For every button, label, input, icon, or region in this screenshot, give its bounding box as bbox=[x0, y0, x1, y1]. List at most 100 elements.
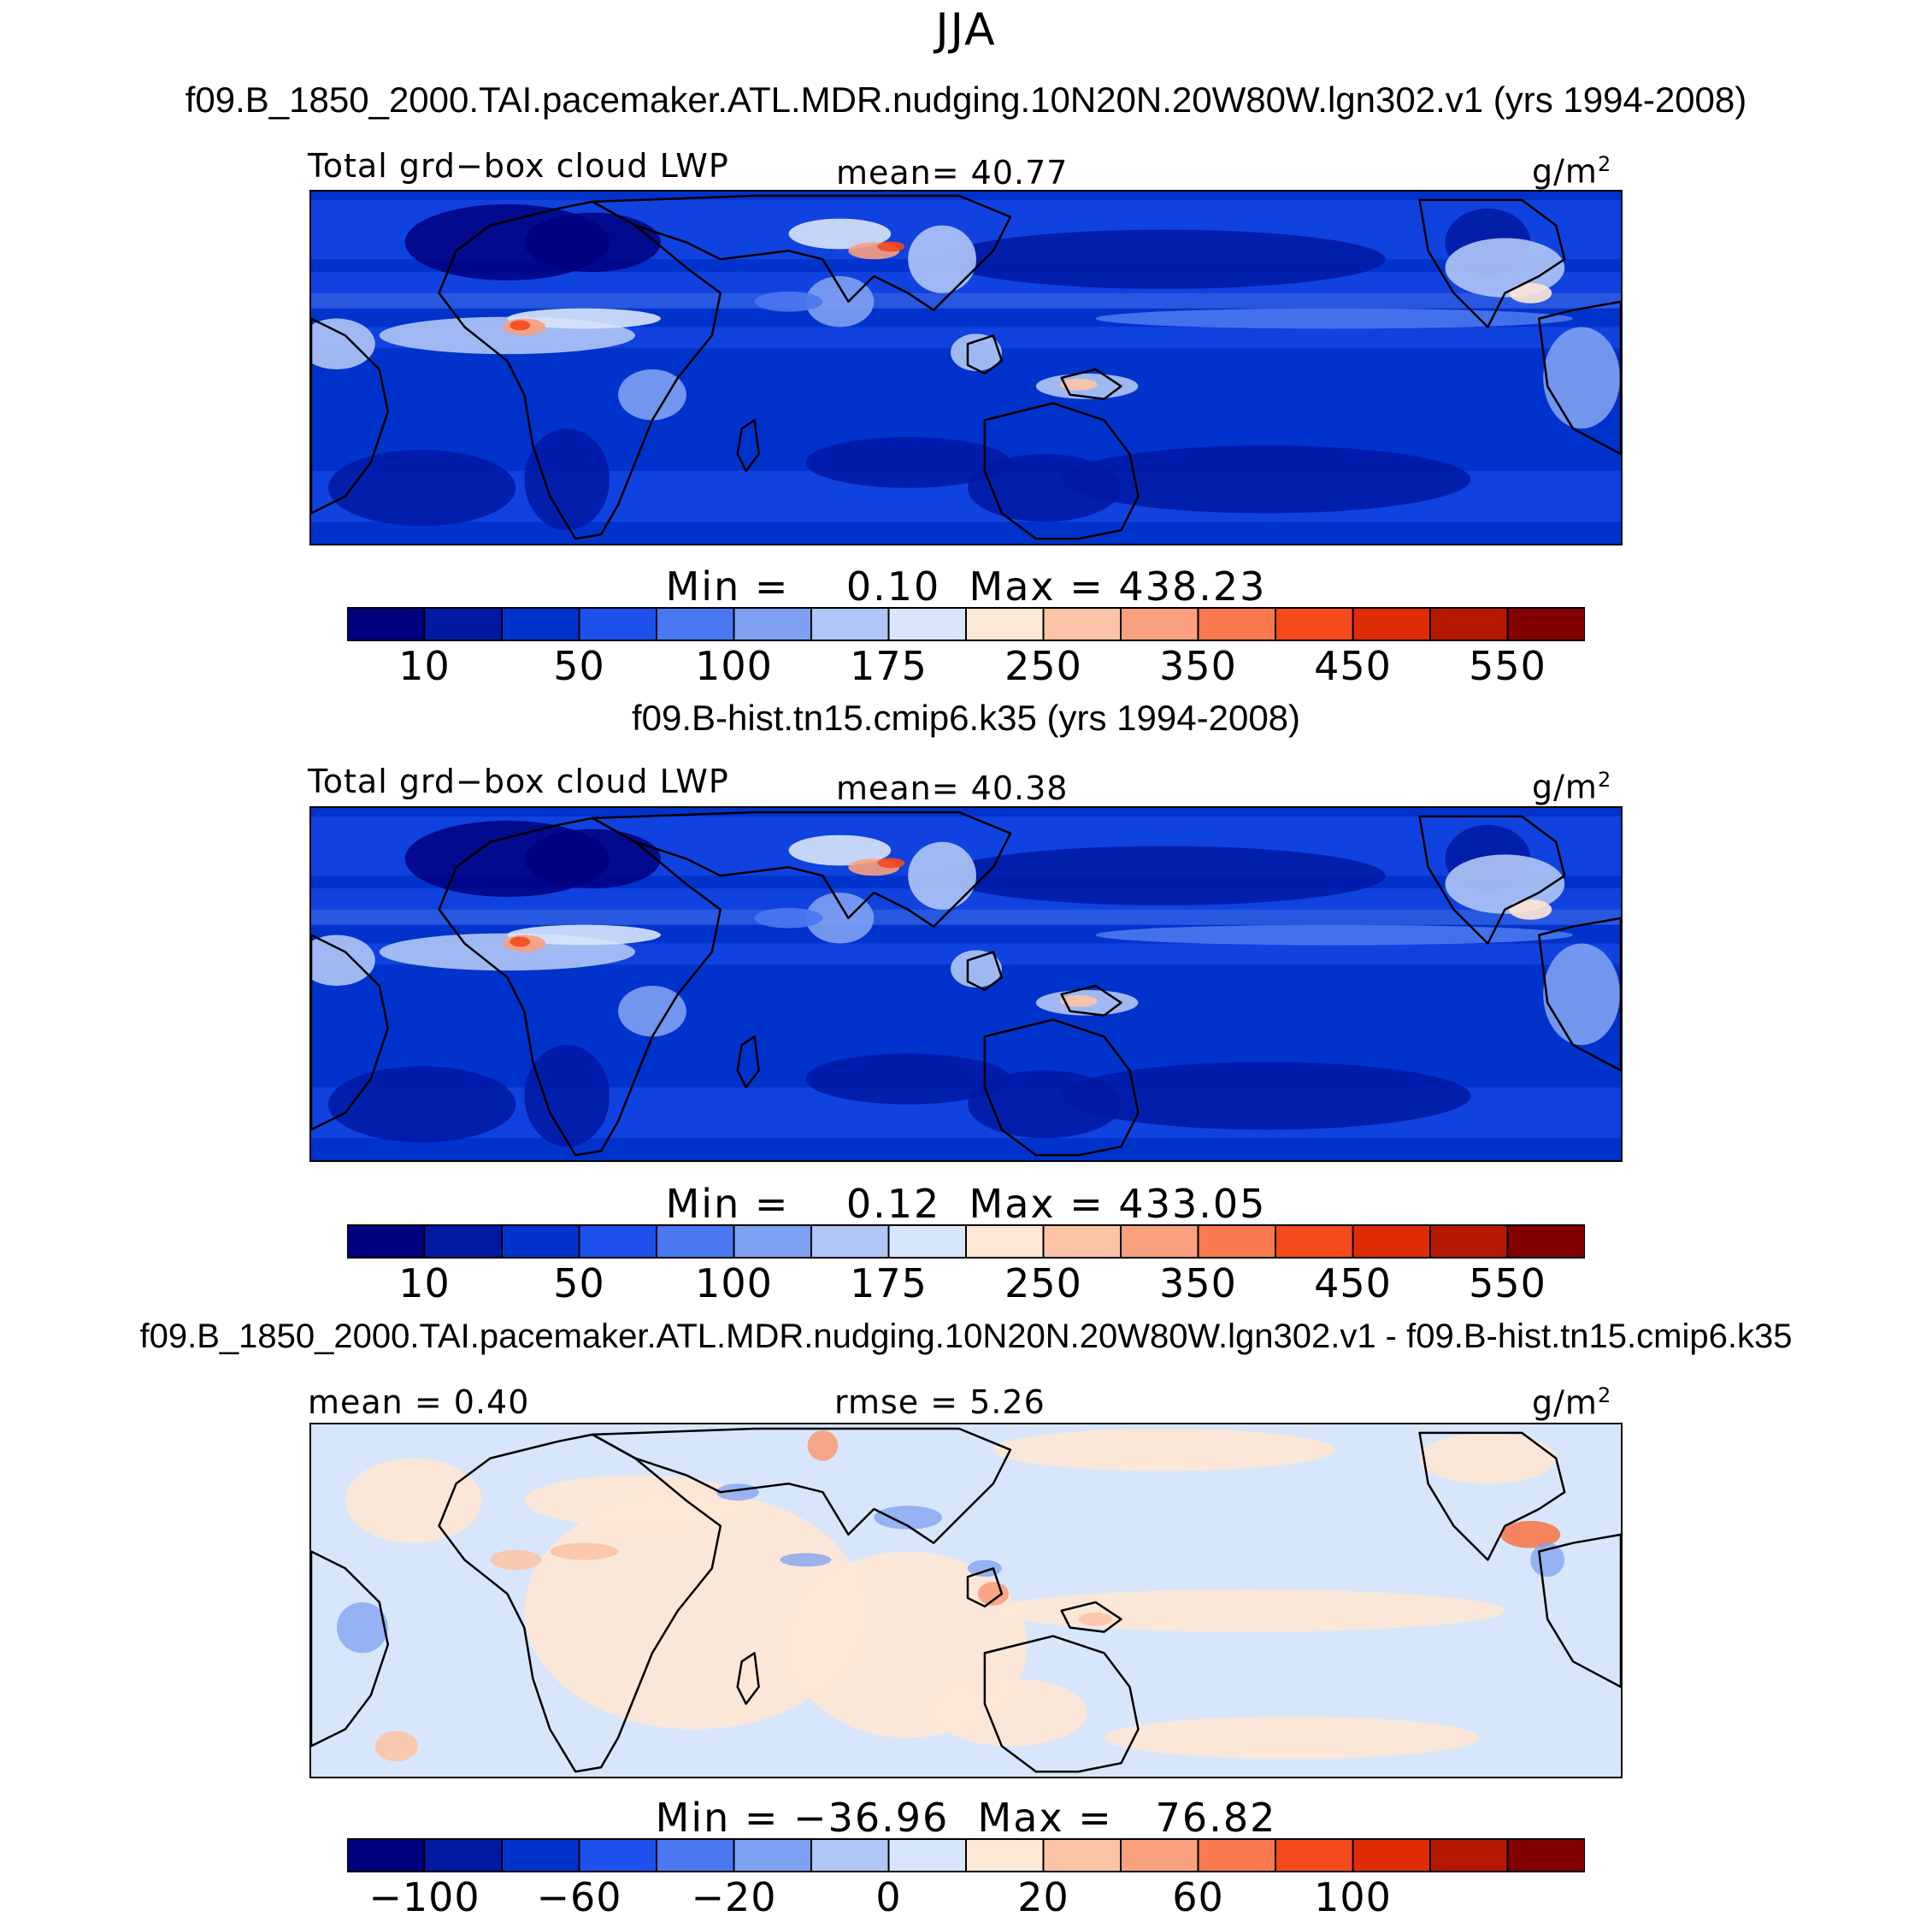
lwp-moist-region bbox=[951, 333, 1002, 371]
diff-positive-region bbox=[993, 1589, 1505, 1632]
lwp-moist-region bbox=[507, 924, 661, 946]
diff-strong-positive bbox=[1500, 1520, 1561, 1548]
colorbar-tick-label: 10 bbox=[398, 1260, 451, 1306]
coastline-asia bbox=[591, 1427, 1012, 1544]
colorbar-swatch bbox=[1506, 1838, 1585, 1872]
panel3-colorbar-ticks: −100 −60 −20 0 20 60 100 bbox=[347, 1874, 1585, 1922]
colorbar-swatch bbox=[1197, 1838, 1276, 1872]
lwp-band bbox=[311, 909, 1621, 925]
colorbar-tick-label: 450 bbox=[1314, 643, 1392, 689]
colorbar-swatch bbox=[1506, 607, 1585, 641]
diff-positive-region bbox=[993, 1428, 1334, 1471]
colorbar-swatch bbox=[733, 1838, 812, 1872]
diff-strong-positive bbox=[490, 1549, 542, 1571]
panel2-minmax: Min = 0.12 Max = 433.05 bbox=[665, 1181, 1267, 1227]
coastline-camerica bbox=[1418, 1431, 1566, 1561]
coastline-borneo bbox=[966, 334, 1004, 375]
lwp-dry-region bbox=[805, 437, 1010, 488]
lwp-moist-region bbox=[507, 308, 661, 329]
colorbar-swatch bbox=[733, 607, 812, 641]
colorbar-swatch bbox=[578, 1224, 657, 1259]
panel2-colorbar-ticks: 10 50 100 175 250 350 450 550 bbox=[347, 1260, 1585, 1308]
diff-title: f09.B_1850_2000.TAI.pacemaker.ATL.MDR.nu… bbox=[139, 1318, 1793, 1355]
lwp-moist-region bbox=[754, 907, 823, 929]
colorbar-tick-label: 100 bbox=[695, 1260, 773, 1306]
colorbar-swatch bbox=[810, 1224, 890, 1259]
colorbar-swatch bbox=[1352, 1838, 1431, 1872]
colorbar-swatch bbox=[656, 1224, 735, 1259]
colorbar-swatch bbox=[347, 1224, 426, 1259]
panel3-map bbox=[309, 1423, 1623, 1778]
colorbar-tick-label: 60 bbox=[1172, 1874, 1224, 1920]
colorbar-swatch bbox=[733, 1224, 812, 1259]
lwp-moist-region bbox=[877, 241, 905, 252]
coastline-samerica_w bbox=[1538, 300, 1621, 456]
colorbar-swatch bbox=[347, 607, 426, 641]
diff-strong-positive bbox=[807, 1430, 839, 1461]
colorbar-swatch bbox=[501, 1224, 580, 1259]
panel1-map bbox=[309, 190, 1623, 545]
lwp-moist-region bbox=[805, 276, 875, 327]
colorbar-tick-label: 350 bbox=[1159, 643, 1237, 689]
colorbar-swatch bbox=[1429, 1224, 1509, 1259]
colorbar-swatch bbox=[1197, 607, 1276, 641]
coastline-ng bbox=[1060, 984, 1122, 1017]
panel3-mean-label: mean = 0.40 bbox=[308, 1383, 530, 1421]
panel3-units: g/m2 bbox=[1532, 1383, 1612, 1422]
panel2-map bbox=[309, 806, 1623, 1162]
lwp-dry-region bbox=[1061, 1062, 1471, 1130]
colorbar-swatch bbox=[1197, 1224, 1276, 1259]
coastline-africa bbox=[438, 817, 722, 1157]
lwp-moist-region bbox=[1059, 994, 1098, 1007]
lwp-moist-region bbox=[1543, 327, 1621, 429]
lwp-dry-region bbox=[967, 454, 1122, 522]
coastline-ng bbox=[1060, 1601, 1122, 1633]
lwp-moist-region bbox=[951, 950, 1002, 988]
diff-strong-positive bbox=[374, 1730, 418, 1762]
colorbar-tick-label: −100 bbox=[368, 1874, 480, 1920]
lwp-moist-region bbox=[311, 318, 375, 369]
case1-title: f09.B_1850_2000.TAI.pacemaker.ATL.MDR.nu… bbox=[185, 80, 1747, 120]
lwp-moist-region bbox=[877, 858, 905, 869]
colorbar-swatch bbox=[1352, 607, 1431, 641]
lwp-dry-region bbox=[524, 1045, 610, 1147]
diff-strong-positive bbox=[977, 1582, 1009, 1606]
coastline-borneo bbox=[966, 951, 1004, 992]
lwp-dry-region bbox=[327, 450, 516, 527]
diff-negative-region bbox=[780, 1553, 832, 1567]
diff-positive-region bbox=[345, 1458, 482, 1543]
lwp-moist-region bbox=[311, 934, 375, 986]
colorbar-swatch bbox=[1275, 1224, 1354, 1259]
panel2-mean-label: mean= 40.38 bbox=[836, 769, 1069, 807]
lwp-moist-region bbox=[1543, 943, 1621, 1046]
case2-title: f09.B-hist.tn15.cmip6.k35 (yrs 1994-2008… bbox=[631, 698, 1301, 738]
colorbar-swatch bbox=[1429, 1838, 1509, 1872]
lwp-dry-region bbox=[524, 428, 610, 531]
panel1-colorbar bbox=[347, 607, 1585, 641]
coastline-madagascar bbox=[736, 1035, 760, 1089]
lwp-moist-region bbox=[754, 291, 823, 312]
diff-negative-region bbox=[1530, 1542, 1565, 1577]
colorbar-swatch bbox=[965, 1838, 1045, 1872]
colorbar-swatch bbox=[423, 607, 503, 641]
colorbar-swatch bbox=[656, 1838, 735, 1872]
panel2-variable-label: Total grd−box cloud LWP bbox=[308, 763, 729, 800]
coastline-samerica_w bbox=[1538, 917, 1621, 1072]
diff-positive-region bbox=[934, 1678, 1087, 1747]
lwp-moist-region bbox=[1095, 308, 1574, 329]
colorbar-swatch bbox=[810, 607, 890, 641]
panel1-variable-label: Total grd−box cloud LWP bbox=[308, 147, 729, 185]
lwp-moist-region bbox=[788, 834, 892, 866]
colorbar-tick-label: 250 bbox=[1004, 1260, 1082, 1306]
lwp-dry-region bbox=[327, 1066, 516, 1143]
diff-strong-positive bbox=[1078, 1612, 1113, 1626]
colorbar-swatch bbox=[1275, 607, 1354, 641]
colorbar-tick-label: 550 bbox=[1469, 1260, 1546, 1306]
coastline-africa bbox=[438, 200, 722, 540]
coastline-samerica bbox=[311, 317, 390, 515]
panel3-map-svg bbox=[311, 1424, 1621, 1777]
lwp-dry-region bbox=[524, 828, 661, 889]
colorbar-tick-label: 0 bbox=[875, 1874, 902, 1920]
lwp-moist-region bbox=[1509, 282, 1552, 304]
lwp-moist-region bbox=[1095, 924, 1574, 946]
